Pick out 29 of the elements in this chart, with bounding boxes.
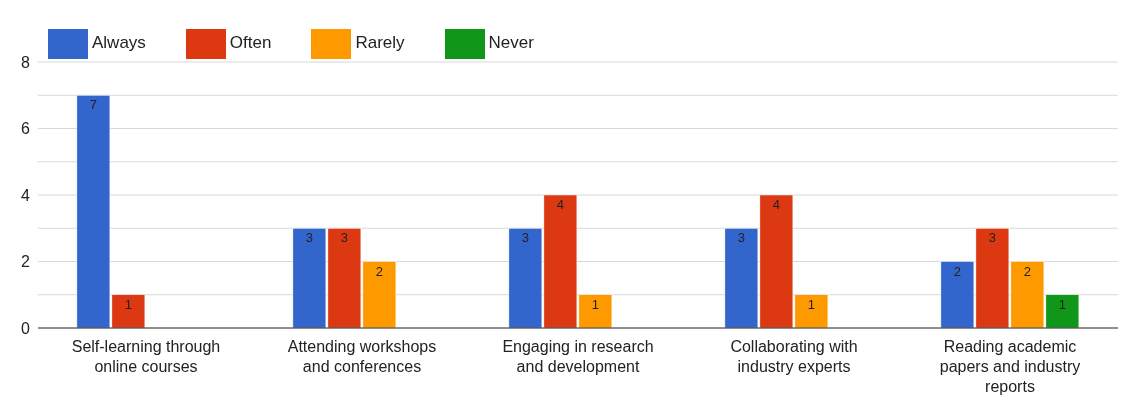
data-label: 2 [375, 263, 383, 279]
legend-label: Rarely [355, 33, 405, 53]
data-label: 1 [591, 296, 599, 312]
legend-label: Never [488, 33, 534, 53]
x-tick-label: Reading academic papers and industry reports [939, 338, 1081, 395]
data-label: 2 [953, 263, 961, 279]
data-label: 1 [1058, 296, 1066, 312]
y-tick-label: 8 [21, 53, 31, 71]
x-tick-label: Engaging in research and development [502, 338, 654, 375]
data-label: 4 [772, 197, 780, 212]
legend-label: Always [92, 33, 146, 53]
y-tick-label: 2 [21, 253, 31, 271]
legend-label: Often [229, 33, 272, 53]
data-label: 7 [89, 97, 97, 113]
y-tick-label: 6 [21, 120, 31, 138]
y-tick-label: 4 [21, 186, 31, 204]
x-tick-label: Collaborating with industry experts [730, 338, 858, 375]
data-label: 3 [737, 230, 745, 246]
x-tick-label: Attending workshops and conferences [287, 338, 437, 375]
data-label: 1 [124, 296, 132, 312]
data-label: 3 [988, 230, 996, 246]
data-label: 3 [340, 230, 348, 246]
data-label: 3 [305, 230, 313, 246]
data-label: 1 [807, 296, 815, 312]
data-label: 3 [521, 230, 529, 246]
x-tick-label: Self-learning through online courses [71, 338, 221, 375]
data-label: 4 [556, 197, 564, 212]
data-label: 2 [1023, 263, 1031, 279]
y-tick-label: 0 [21, 319, 31, 337]
